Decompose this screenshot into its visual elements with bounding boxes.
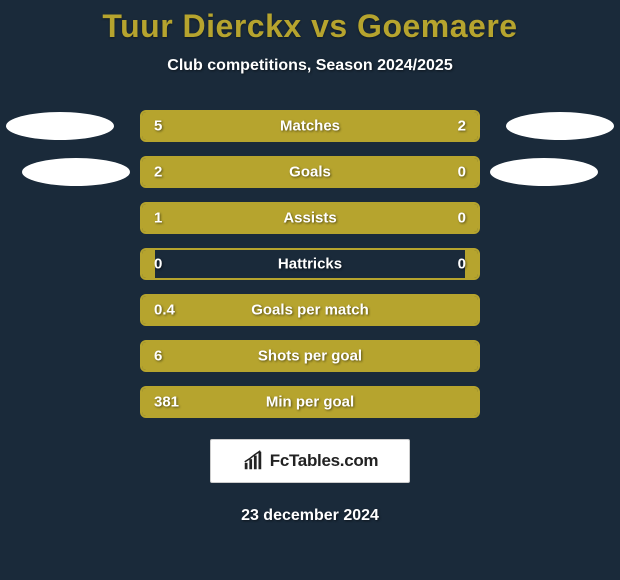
stat-row: 6 Shots per goal [0, 333, 620, 379]
stat-value-left: 0.4 [154, 302, 175, 319]
stat-value-right: 0 [458, 164, 466, 181]
stat-label: Goals [289, 164, 331, 181]
bar-fill-left [142, 158, 404, 186]
stat-row: 0.4 Goals per match [0, 287, 620, 333]
stat-bar: 2 0 Goals [140, 156, 480, 188]
player-badge-right [490, 158, 598, 186]
player-badge-left [22, 158, 130, 186]
stat-row: 381 Min per goal [0, 379, 620, 425]
player-badge-right [506, 112, 614, 140]
stat-value-left: 2 [154, 164, 162, 181]
comparison-infographic: Tuur Dierckx vs Goemaere Club competitio… [0, 0, 620, 580]
stat-bar: 0 0 Hattricks [140, 248, 480, 280]
brand-badge: FcTables.com [210, 439, 410, 483]
stat-value-left: 381 [154, 394, 179, 411]
stat-bar: 1 0 Assists [140, 202, 480, 234]
bar-fill-right [404, 204, 478, 232]
stat-row: 2 0 Goals [0, 149, 620, 195]
infographic-date: 23 december 2024 [0, 507, 620, 525]
chart-icon [242, 450, 264, 472]
stat-value-left: 1 [154, 210, 162, 227]
page-subtitle: Club competitions, Season 2024/2025 [0, 57, 620, 75]
stat-value-left: 6 [154, 348, 162, 365]
stat-rows: 5 2 Matches 2 0 Goals 1 0 Assists 0 0 Hattricks 0.4 G… [0, 103, 620, 425]
bar-fill-right [404, 158, 478, 186]
player-badge-left [6, 112, 114, 140]
stat-value-right: 2 [458, 118, 466, 135]
stat-value-left: 5 [154, 118, 162, 135]
bar-fill-left [142, 204, 404, 232]
stat-label: Goals per match [251, 302, 369, 319]
stat-label: Assists [283, 210, 336, 227]
stat-label: Min per goal [266, 394, 354, 411]
stat-bar: 6 Shots per goal [140, 340, 480, 372]
stat-row: 0 0 Hattricks [0, 241, 620, 287]
stat-value-left: 0 [154, 256, 162, 273]
stat-value-right: 0 [458, 256, 466, 273]
page-title: Tuur Dierckx vs Goemaere [0, 8, 620, 45]
brand-label: FcTables.com [270, 451, 379, 471]
stat-value-right: 0 [458, 210, 466, 227]
stat-row: 1 0 Assists [0, 195, 620, 241]
stat-row: 5 2 Matches [0, 103, 620, 149]
stat-label: Shots per goal [258, 348, 362, 365]
stat-label: Matches [280, 118, 340, 135]
stat-bar: 5 2 Matches [140, 110, 480, 142]
stat-bar: 0.4 Goals per match [140, 294, 480, 326]
stat-label: Hattricks [278, 256, 342, 273]
stat-bar: 381 Min per goal [140, 386, 480, 418]
bar-fill-right [465, 250, 478, 278]
bar-fill-left [142, 112, 377, 140]
